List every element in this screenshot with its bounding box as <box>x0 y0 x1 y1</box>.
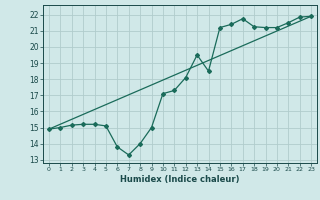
X-axis label: Humidex (Indice chaleur): Humidex (Indice chaleur) <box>120 175 240 184</box>
